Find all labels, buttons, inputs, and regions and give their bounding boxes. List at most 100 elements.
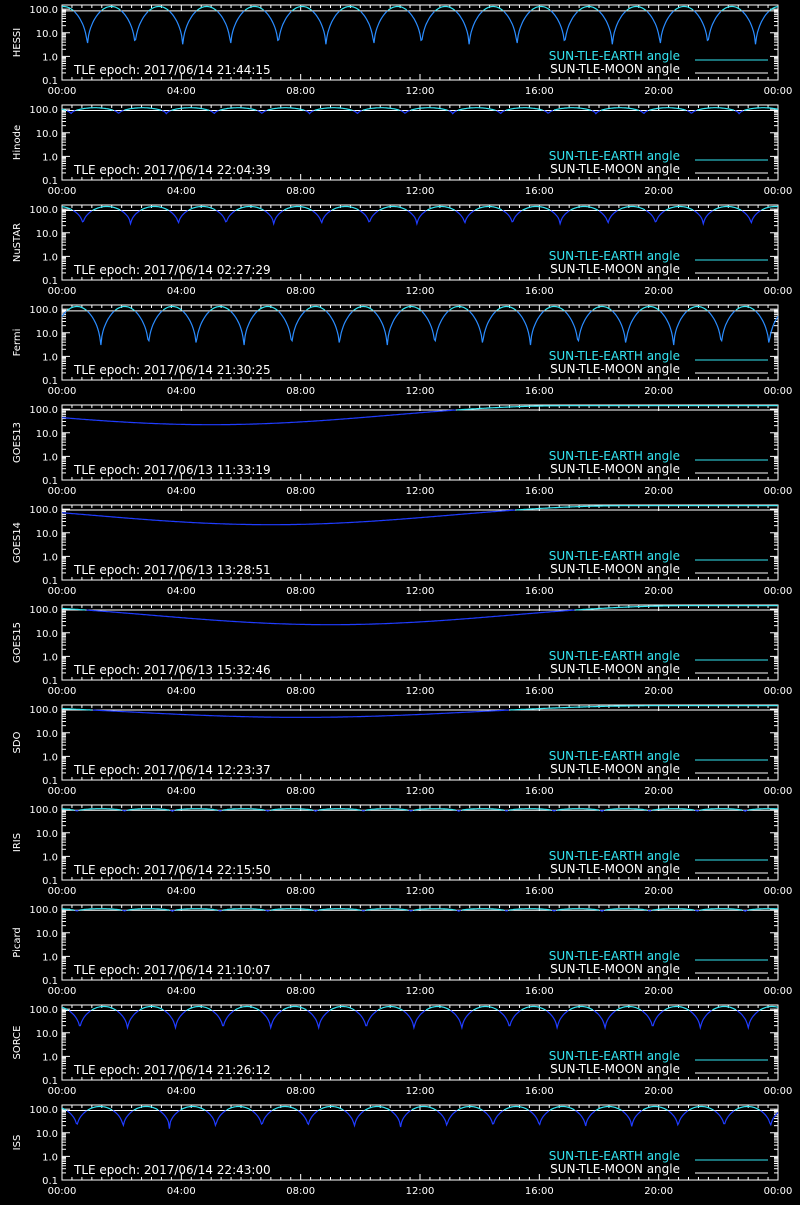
y-tick-label: 10.0	[36, 829, 58, 840]
y-tick-label: 1.0	[42, 752, 58, 763]
legend-earth-label: SUN-TLE-EARTH angle	[549, 149, 680, 163]
y-tick-label: 100.0	[29, 205, 58, 216]
x-tick-label: 20:00	[644, 786, 673, 797]
x-tick-label: 16:00	[525, 1186, 554, 1197]
x-tick-label: 08:00	[286, 186, 315, 197]
x-tick-label: 20:00	[644, 386, 673, 397]
panel-fermi: 100.010.01.00.100:00 04:00 08:00 12:00 16:00…	[12, 304, 792, 397]
x-tick-label: 08:00	[286, 886, 315, 897]
y-tick-label: 1.0	[42, 1152, 58, 1163]
x-tick-label: 20:00	[644, 686, 673, 697]
satellite-name: HESSI	[12, 28, 23, 57]
x-tick-label: 04:00	[167, 486, 196, 497]
earth-angle-curve-high	[61, 205, 779, 211]
legend-moon-label: SUN-TLE-MOON angle	[550, 962, 680, 976]
x-tick-label: 00:00	[48, 386, 77, 397]
x-tick-label: 00:00	[764, 886, 793, 897]
x-tick-label: 12:00	[406, 786, 435, 797]
tle-epoch-text: TLE epoch: 2017/06/14 21:44:15	[73, 63, 271, 77]
x-tick-label: 00:00	[48, 86, 77, 97]
x-tick-label: 04:00	[167, 586, 196, 597]
x-tick-label: 08:00	[286, 1186, 315, 1197]
earth-angle-curve-high	[61, 107, 779, 111]
x-tick-label: 00:00	[764, 786, 793, 797]
x-tick-label: 00:00	[48, 786, 77, 797]
tle-epoch-text: TLE epoch: 2017/06/14 12:23:37	[73, 763, 271, 777]
legend-earth-label: SUN-TLE-EARTH angle	[549, 49, 680, 63]
earth-angle-curve-low	[61, 310, 779, 346]
earth-angle-curve-high	[66, 305, 755, 312]
x-tick-label: 04:00	[167, 286, 196, 297]
y-tick-label: 0.1	[42, 776, 58, 787]
x-tick-label: 00:00	[764, 986, 793, 997]
y-tick-label: 10.0	[36, 929, 58, 940]
x-tick-label: 16:00	[525, 486, 554, 497]
x-tick-label: 20:00	[644, 986, 673, 997]
x-tick-label: 08:00	[286, 1086, 315, 1097]
x-tick-label: 16:00	[525, 386, 554, 397]
y-tick-label: 10.0	[36, 129, 58, 140]
y-tick-label: 100.0	[29, 705, 58, 716]
x-tick-label: 08:00	[286, 286, 315, 297]
y-tick-label: 100.0	[29, 1105, 58, 1116]
satellite-name: GOES13	[12, 422, 23, 463]
x-tick-label: 00:00	[764, 486, 793, 497]
panel-iss: 100.010.01.00.100:00 04:00 08:00 12:00 16:00…	[12, 1104, 792, 1197]
legend-moon-label: SUN-TLE-MOON angle	[550, 162, 680, 176]
legend-earth-label: SUN-TLE-EARTH angle	[549, 549, 680, 563]
x-tick-label: 20:00	[644, 486, 673, 497]
panel-hessi: 100.010.01.00.100:00 04:00 08:00 12:00 16:00…	[12, 4, 792, 97]
tle-epoch-text: TLE epoch: 2017/06/14 21:26:12	[73, 1063, 271, 1077]
y-tick-label: 10.0	[36, 729, 58, 740]
x-tick-label: 04:00	[167, 86, 196, 97]
y-tick-label: 0.1	[42, 876, 58, 887]
satellite-name: GOES14	[12, 522, 23, 563]
y-tick-label: 0.1	[42, 176, 58, 187]
x-tick-label: 12:00	[406, 486, 435, 497]
y-tick-label: 0.1	[42, 1076, 58, 1087]
panel-hinode: 100.010.01.00.100:00 04:00 08:00 12:00 16:00…	[12, 104, 792, 197]
earth-angle-curve-low	[92, 709, 510, 718]
legend-moon-label: SUN-TLE-MOON angle	[550, 462, 680, 476]
legend-moon-label: SUN-TLE-MOON angle	[550, 1162, 680, 1176]
x-tick-label: 12:00	[406, 686, 435, 697]
y-tick-label: 1.0	[42, 252, 58, 263]
x-tick-label: 12:00	[406, 886, 435, 897]
tle-epoch-text: TLE epoch: 2017/06/13 15:32:46	[73, 663, 271, 677]
x-tick-label: 16:00	[525, 286, 554, 297]
x-tick-label: 08:00	[286, 686, 315, 697]
y-tick-label: 0.1	[42, 376, 58, 387]
x-tick-label: 16:00	[525, 786, 554, 797]
y-tick-label: 100.0	[29, 405, 58, 416]
earth-angle-curve-low	[75, 909, 748, 912]
x-tick-label: 16:00	[525, 186, 554, 197]
legend-moon-label: SUN-TLE-MOON angle	[550, 862, 680, 876]
y-tick-label: 100.0	[29, 305, 58, 316]
y-tick-label: 0.1	[42, 576, 58, 587]
y-tick-label: 1.0	[42, 352, 58, 363]
y-tick-label: 100.0	[29, 5, 58, 16]
tle-epoch-text: TLE epoch: 2017/06/14 02:27:29	[73, 263, 271, 277]
legend-moon-label: SUN-TLE-MOON angle	[550, 662, 680, 676]
x-tick-label: 12:00	[406, 86, 435, 97]
earth-angle-curve-high	[62, 908, 779, 911]
satellite-name: Hinode	[12, 125, 23, 160]
y-tick-label: 0.1	[42, 476, 58, 487]
y-tick-label: 10.0	[36, 229, 58, 240]
x-tick-label: 00:00	[48, 886, 77, 897]
x-tick-label: 00:00	[48, 286, 77, 297]
panel-iris: 100.010.01.00.100:00 04:00 08:00 12:00 16:00…	[12, 804, 793, 897]
x-tick-label: 16:00	[525, 1086, 554, 1097]
x-tick-label: 12:00	[406, 386, 435, 397]
legend-earth-label: SUN-TLE-EARTH angle	[549, 849, 680, 863]
earth-angle-curve-low	[68, 1010, 759, 1031]
earth-angle-curve-high	[62, 605, 778, 611]
earth-angle-curve-high	[61, 705, 778, 711]
x-tick-label: 00:00	[764, 1086, 793, 1097]
x-tick-label: 04:00	[167, 886, 196, 897]
x-tick-label: 20:00	[644, 586, 673, 597]
y-tick-label: 0.1	[42, 1176, 58, 1187]
y-tick-label: 10.0	[36, 629, 58, 640]
tle-epoch-text: TLE epoch: 2017/06/14 22:43:00	[73, 1163, 271, 1177]
